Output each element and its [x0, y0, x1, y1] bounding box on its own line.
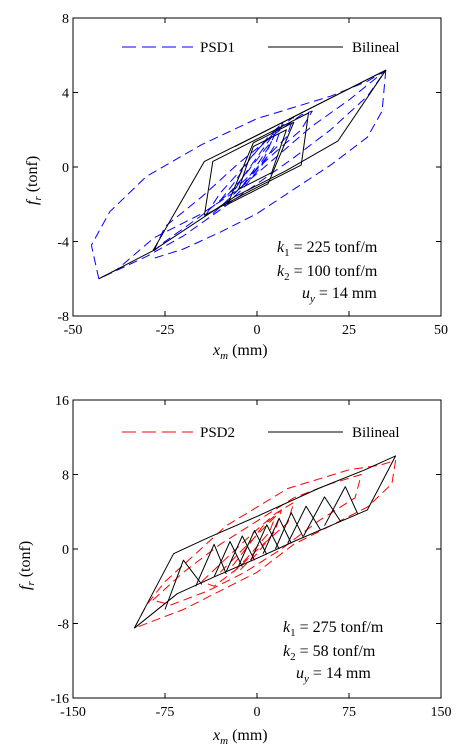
series-bilineal-loop-3: [227, 121, 295, 205]
y-tick-label: 4: [62, 87, 69, 102]
plot-frame: [72, 17, 442, 317]
plot-frame: [72, 399, 442, 699]
series-bilineal-loop-10: [303, 496, 341, 537]
series-bilineal-loop-6: [250, 524, 280, 561]
y-tick-label: 16: [55, 394, 69, 409]
annotation-k2: k2 = 100 tonf/m: [277, 263, 378, 283]
y-axis-label: fr (tonf): [24, 156, 44, 205]
series-bilineal-loop-2: [203, 112, 309, 216]
y-tick-label: 0: [62, 161, 69, 176]
svg-text:fr (tonf): fr (tonf): [17, 541, 37, 590]
parameter-annotations: k1 = 225 tonf/m k2 = 100 tonf/m uy = 14 …: [277, 239, 378, 305]
y-tick-label: -8: [57, 310, 69, 325]
series-bilineal-loop-7: [262, 517, 292, 554]
series-bilineal-loop-1: [164, 559, 203, 610]
legend: PSD1 Bilineal: [122, 40, 400, 56]
y-tick-label: 0: [62, 543, 69, 558]
x-tick-label: 75: [342, 705, 356, 720]
x-tick-label: 50: [434, 323, 448, 338]
x-tick-label: 0: [254, 705, 261, 720]
series-bilineal-loop-1: [234, 69, 387, 147]
y-tick-label: -8: [57, 618, 69, 633]
tick-group: -50 -25 0 25 50 8 4 0 -4 -8: [57, 12, 448, 338]
chart-panel-2: -150 -75 0 75 150 16 8 0 -8 -16 PSD2 Bilineal k1 …: [17, 394, 452, 747]
series-bilineal-loop-2: [195, 543, 227, 587]
series-psd1-loop-1: [90, 69, 387, 279]
series-bilineal-loop-11: [324, 486, 359, 526]
x-axis-label: xm (mm): [212, 727, 268, 747]
series-bilineal-loop-9: [287, 505, 322, 544]
series-bilineal-loop-4: [225, 535, 255, 572]
series-psd2-loop-3: [219, 515, 276, 574]
y-tick-label: -4: [57, 236, 69, 251]
series-psd1-loop-2: [153, 70, 387, 259]
series-psd1-loop-3: [153, 110, 313, 252]
series-group: [90, 69, 387, 280]
x-axis-label: xm (mm): [212, 342, 268, 362]
series-psd2-loop-2: [201, 501, 295, 587]
series-psd2-loop-0: [133, 460, 397, 629]
y-tick-label: 8: [62, 12, 69, 27]
series-psd1-loop-4: [205, 116, 295, 216]
annotation-k1: k1 = 225 tonf/m: [277, 239, 378, 259]
parameter-annotations: k1 = 275 tonf/m k2 = 58 tonf/m uy = 14 m…: [283, 619, 384, 685]
x-tick-label: -75: [156, 705, 175, 720]
legend-label-bilineal: Bilineal: [352, 425, 400, 441]
x-tick-label: 25: [342, 323, 356, 338]
series-bilineal-loop-8: [274, 512, 305, 550]
series-bilineal-loop-3: [213, 541, 243, 578]
x-tick-label: 0: [254, 323, 261, 338]
tick-group: -150 -75 0 75 150 16 8 0 -8 -16: [50, 394, 451, 720]
svg-text:fr (tonf): fr (tonf): [24, 156, 44, 205]
y-tick-label: 8: [62, 469, 69, 484]
series-group: [133, 455, 397, 629]
annotation-uy: uy = 14 mm: [296, 665, 371, 685]
legend-label-psd2: PSD2: [200, 425, 235, 441]
series-bilineal-loop-0: [133, 455, 397, 629]
x-tick-label: -25: [156, 323, 175, 338]
series-bilineal-loop-4: [238, 129, 287, 190]
legend-label-psd1: PSD1: [200, 40, 235, 56]
annotation-uy: uy = 14 mm: [302, 285, 377, 305]
x-tick-label: 150: [431, 705, 452, 720]
chart-panel-1: -50 -25 0 25 50 8 4 0 -4 -8 PSD1 Bilineal k1 = 22…: [24, 12, 448, 362]
annotation-k2: k2 = 58 tonf/m: [283, 643, 376, 663]
x-tick-label: -50: [64, 323, 83, 338]
legend-label-bilineal: Bilineal: [352, 40, 400, 56]
annotation-k1: k1 = 275 tonf/m: [283, 619, 384, 639]
legend: PSD2 Bilineal: [122, 425, 400, 441]
x-tick-label: -150: [60, 705, 86, 720]
series-psd2-loop-1: [152, 474, 362, 606]
y-axis-label: fr (tonf): [17, 541, 37, 590]
series-psd2-loop-4: [232, 509, 282, 572]
y-tick-label: -16: [50, 692, 69, 707]
series-bilineal-loop-5: [238, 529, 268, 567]
